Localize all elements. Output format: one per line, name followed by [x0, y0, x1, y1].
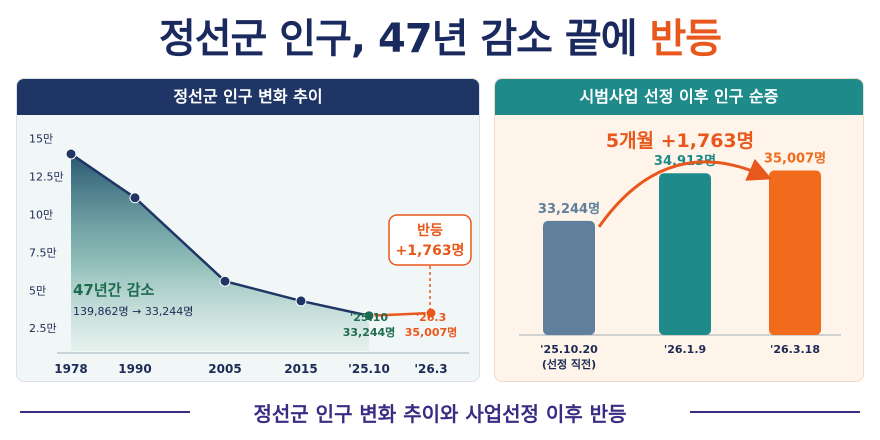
data-point	[295, 295, 307, 307]
net-increase-bar-chart: 5개월 +1,763명 33,244명 '25.10.20(선정 직전) 34,91…	[519, 130, 841, 371]
decline-area	[71, 153, 369, 351]
point-data-label: 35,007명	[405, 325, 458, 339]
growth-arrow	[597, 158, 773, 228]
y-tick-label: 5만	[29, 284, 46, 297]
bar	[769, 170, 821, 335]
decline-annotation: 47년간 감소 139,862명 → 33,244명	[73, 281, 193, 318]
population-trend-chart: 15만 12.5만 10만 7.5만 5만 2.5만 1978 1990 2005 2015 '25…	[29, 133, 472, 376]
footer-line-left	[20, 411, 190, 413]
increase-panel-header: 시범사업 선정 이후 인구 순증	[495, 79, 863, 115]
rebound-callout: 반등 +1,763명	[388, 214, 472, 319]
point-data-label: 33,244명	[343, 325, 396, 339]
data-point	[65, 148, 77, 160]
y-tick-label: 10만	[29, 208, 53, 221]
x-tick-label: 2015	[284, 362, 317, 376]
net-increase-panel: 시범사업 선정 이후 인구 순증 5개월 +1,763명 33,244명 '25.…	[494, 78, 864, 382]
bar-category-label: '26.3.18	[770, 343, 820, 356]
footer: 정선군 인구 변화 추이와 사업선정 이후 반등	[0, 394, 880, 430]
point-data-label: '26.3	[416, 311, 447, 324]
y-tick-label: 2.5만	[29, 322, 57, 335]
bar	[543, 220, 595, 335]
bar-category-note: (선정 직전)	[542, 357, 596, 371]
title-accent: 반등	[649, 16, 722, 62]
bar-category-label: '25.10.20	[540, 343, 598, 356]
data-point	[129, 192, 141, 204]
increase-highlight: 5개월 +1,763명	[606, 130, 754, 152]
title-main: 정선군 인구, 47년 감소 끝에	[158, 16, 650, 62]
rebound-label: 반등	[417, 222, 443, 239]
y-tick-label: 12.5만	[29, 171, 64, 184]
x-tick-label: 1978	[54, 362, 87, 376]
rebound-callout-box	[388, 214, 472, 266]
rebound-amount: +1,763명	[396, 242, 465, 259]
x-tick-label: 1990	[118, 362, 151, 376]
y-tick-label: 15만	[29, 133, 53, 146]
decline-detail: 139,862명 → 33,244명	[73, 305, 193, 318]
page-title: 정선군 인구, 47년 감소 끝에 반등	[0, 6, 880, 64]
bar-value-label: 33,244명	[538, 201, 600, 217]
x-tick-label: '25.10	[348, 362, 390, 376]
footer-caption: 정선군 인구 변화 추이와 사업선정 이후 반등	[253, 402, 627, 426]
point-data-label: '25.10	[350, 311, 389, 324]
x-tick-label: 2005	[208, 362, 241, 376]
data-point	[219, 275, 231, 287]
data-point	[363, 310, 375, 322]
footer-line-right	[690, 411, 860, 413]
bar-value-label: 35,007명	[764, 151, 826, 167]
bar-category-label: '26.1.9	[664, 343, 706, 356]
y-tick-label: 7.5만	[29, 246, 57, 259]
bar	[659, 173, 711, 335]
data-point	[425, 307, 437, 319]
population-trend-panel: 정선군 인구 변화 추이 15만 12.5만 10만 7.5만 5만 2.5만 1978 19…	[16, 78, 480, 382]
trend-panel-header: 정선군 인구 변화 추이	[17, 79, 479, 115]
x-tick-label: '26.3	[414, 362, 447, 376]
bar-value-label: 34,913명	[654, 153, 716, 169]
rebound-line	[368, 311, 432, 317]
decline-title: 47년간 감소	[73, 281, 154, 299]
